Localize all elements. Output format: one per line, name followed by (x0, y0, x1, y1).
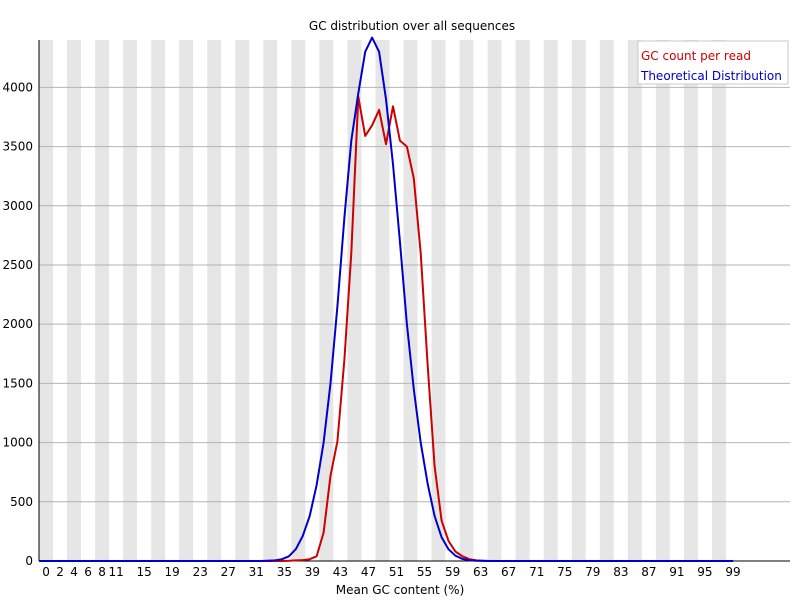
x-tick-label: 83 (613, 565, 628, 579)
x-tick-label: 47 (361, 565, 376, 579)
plot-band (529, 40, 544, 561)
x-tick-label: 19 (165, 565, 180, 579)
x-tick-label: 59 (445, 565, 460, 579)
x-tick-label: 95 (697, 565, 712, 579)
y-tick-label: 0 (25, 554, 33, 568)
plot-band (557, 40, 572, 561)
x-tick-label: 87 (641, 565, 656, 579)
plot-band (207, 40, 222, 561)
plot-band (613, 40, 628, 561)
plot-band (725, 40, 740, 561)
x-tick-label: 91 (669, 565, 684, 579)
legend: GC count per read Theoretical Distributi… (637, 40, 789, 85)
plot-band (291, 40, 306, 561)
plot-band (599, 40, 614, 561)
y-tick-label: 1500 (2, 376, 33, 390)
plot-band (221, 40, 236, 561)
plot-band (249, 40, 264, 561)
x-tick-label: 63 (473, 565, 488, 579)
plot-band (697, 40, 712, 561)
plot-band (431, 40, 446, 561)
x-tick-label: 71 (529, 565, 544, 579)
x-tick-label: 11 (108, 565, 123, 579)
plot-band (487, 40, 502, 561)
plot-band (81, 40, 96, 561)
x-tick-label: 8 (98, 565, 106, 579)
x-tick-label: 43 (333, 565, 348, 579)
x-tick-label: 35 (277, 565, 292, 579)
series-line-theoretical (39, 36, 734, 562)
y-tick-label: 500 (10, 495, 33, 509)
plot-band (263, 40, 278, 561)
plot-band (123, 40, 138, 561)
plot-band (501, 40, 516, 561)
plot-band (669, 40, 684, 561)
plot-band (445, 40, 460, 561)
plot-band (151, 40, 166, 561)
x-tick-label: 55 (417, 565, 432, 579)
plot-band (683, 40, 698, 561)
x-tick-label: 79 (585, 565, 600, 579)
y-tick-label: 1000 (2, 436, 33, 450)
x-tick-label: 15 (137, 565, 152, 579)
plot-band (53, 40, 68, 561)
x-tick-label: 27 (221, 565, 236, 579)
x-tick-label: 23 (193, 565, 208, 579)
plot-band (571, 40, 586, 561)
plot-band (375, 40, 390, 561)
chart-title: GC distribution over all sequences (309, 19, 515, 33)
x-tick-label: 4 (70, 565, 78, 579)
legend-entry-theoretical: Theoretical Distribution (640, 69, 782, 83)
plot-band (109, 40, 124, 561)
x-tick-label: 75 (557, 565, 572, 579)
plot-band (67, 40, 82, 561)
plot-band (319, 40, 334, 561)
plot-band (473, 40, 488, 561)
plot-background-bands (39, 40, 740, 561)
plot-band (305, 40, 320, 561)
plot-band (39, 40, 54, 561)
plot-band (333, 40, 348, 561)
x-axis-tick-labels: 0 2 4 6 8 11 15 19 23 27 31 35 39 43 47 51 55 59 63 67 71 75 7… (42, 565, 740, 579)
x-tick-label: 6 (84, 565, 92, 579)
y-axis-tick-labels: 0 500 1000 1500 2000 2500 3000 3500 4000 (2, 80, 33, 568)
plot-band (165, 40, 180, 561)
plot-band (235, 40, 250, 561)
plot-band (655, 40, 670, 561)
y-tick-label: 4000 (2, 80, 33, 94)
plot-band (277, 40, 292, 561)
plot-band (361, 40, 376, 561)
legend-box (637, 40, 789, 85)
x-tick-label: 67 (501, 565, 516, 579)
x-tick-label: 39 (305, 565, 320, 579)
series-lines (39, 36, 734, 562)
y-tick-label: 3000 (2, 199, 33, 213)
y-tick-label: 2000 (2, 317, 33, 331)
plot-band (179, 40, 194, 561)
plot-band (711, 40, 726, 561)
plot-band (403, 40, 418, 561)
plot-band (193, 40, 208, 561)
legend-entry-gc-count: GC count per read (641, 49, 751, 63)
plot-band (459, 40, 474, 561)
plot-band (95, 40, 110, 561)
x-tick-label: 99 (725, 565, 740, 579)
plot-band (347, 40, 362, 561)
x-tick-label: 51 (389, 565, 404, 579)
x-tick-label: 0 (42, 565, 50, 579)
plot-band (585, 40, 600, 561)
x-tick-label: 2 (56, 565, 64, 579)
plot-band (543, 40, 558, 561)
plot-band (627, 40, 642, 561)
y-tick-label: 2500 (2, 258, 33, 272)
x-tick-label: 31 (249, 565, 264, 579)
plot-band (137, 40, 152, 561)
y-tick-label: 3500 (2, 140, 33, 154)
x-axis-label: Mean GC content (%) (336, 583, 465, 597)
plot-band (515, 40, 530, 561)
plot-band (641, 40, 656, 561)
